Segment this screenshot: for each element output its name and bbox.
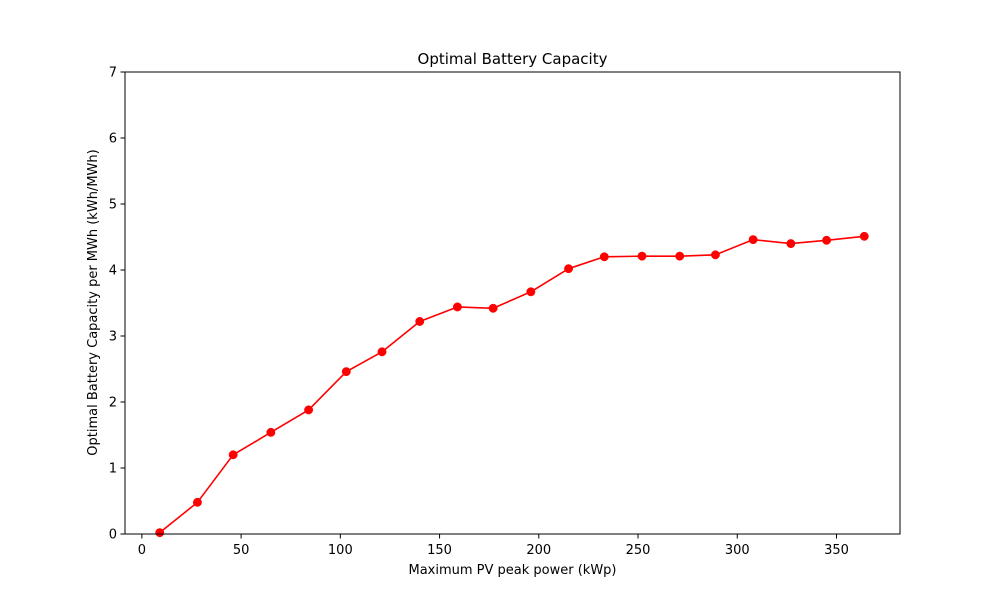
y-tick-label: 1 xyxy=(109,462,117,477)
data-point xyxy=(377,347,387,357)
y-tick-label: 4 xyxy=(109,264,117,279)
data-point xyxy=(192,497,202,507)
data-point xyxy=(415,317,425,326)
data-point xyxy=(786,239,796,249)
x-axis-label: Maximum PV peak power (kWp) xyxy=(408,563,616,578)
x-tick-label: 150 xyxy=(427,543,452,558)
data-point xyxy=(637,251,647,261)
x-tick-label: 300 xyxy=(725,543,750,558)
data-point xyxy=(859,231,869,241)
data-point xyxy=(599,252,609,262)
y-tick-label: 7 xyxy=(109,66,117,81)
data-point xyxy=(452,302,462,312)
data-point xyxy=(564,264,574,274)
chart-title: Optimal Battery Capacity xyxy=(418,50,608,68)
plot-frame xyxy=(124,71,901,535)
x-tick-label: 0 xyxy=(138,543,146,558)
y-axis-label: Optimal Battery Capacity per MWh (kWh/MW… xyxy=(86,149,101,455)
x-tick-label: 250 xyxy=(626,543,651,558)
data-point xyxy=(488,303,498,313)
x-tick-label: 100 xyxy=(328,543,353,558)
data-point xyxy=(675,251,685,261)
data-point xyxy=(822,235,832,245)
y-tick-label: 0 xyxy=(109,528,117,543)
series-line xyxy=(159,235,865,534)
y-tick-label: 5 xyxy=(109,198,117,213)
data-point xyxy=(228,450,238,460)
x-tick-label: 200 xyxy=(526,543,551,558)
data-point xyxy=(266,427,276,437)
data-point xyxy=(155,528,165,538)
data-point xyxy=(748,235,758,245)
x-tick-label: 50 xyxy=(233,543,250,558)
y-tick-label: 2 xyxy=(109,396,117,411)
x-tick-label: 350 xyxy=(824,543,849,558)
data-point xyxy=(341,367,351,377)
plot-area: 0 50 100 150 200 250 300 350 0 1 2 3 4 5 6 7 xyxy=(109,66,901,558)
data-point xyxy=(304,405,314,415)
y-tick-label: 6 xyxy=(109,132,117,147)
data-point xyxy=(710,250,720,260)
data-point xyxy=(526,287,536,297)
y-tick-label: 3 xyxy=(109,330,117,345)
